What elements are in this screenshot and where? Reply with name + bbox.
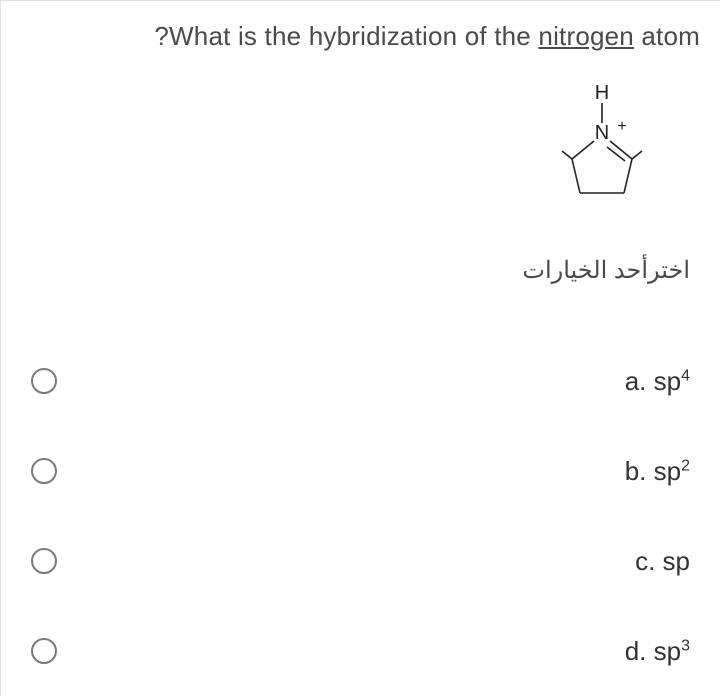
ring-l1	[572, 159, 580, 193]
chemical-svg: H N +	[540, 81, 660, 221]
option-a-prefix: a. sp	[625, 366, 681, 396]
option-b-prefix: b. sp	[625, 456, 681, 486]
option-d-prefix: d. sp	[625, 636, 681, 666]
question-text-container: ?What is the hybridization of the nitrog…	[91, 21, 700, 52]
option-c-label: c. sp	[635, 546, 690, 577]
option-c-row: c. sp	[1, 516, 720, 606]
chemical-structure-diagram: H N +	[540, 81, 660, 221]
option-c-radio[interactable]	[31, 548, 57, 574]
instruction-text: اخترأحد الخيارات	[522, 256, 690, 285]
bond-n-left	[572, 141, 594, 159]
question-text: ?What is the hybridization of the nitrog…	[154, 21, 700, 51]
label-plus: +	[617, 118, 626, 135]
option-a-sup: 4	[681, 367, 690, 384]
question-prefix: ?What is the hybridization of the	[154, 21, 538, 51]
option-b-radio[interactable]	[31, 458, 57, 484]
option-d-radio[interactable]	[31, 638, 57, 664]
option-d-label: d. sp3	[625, 636, 690, 667]
bond-tick-left	[562, 151, 572, 159]
label-N: N	[595, 122, 609, 144]
option-a-row: a. sp4	[1, 336, 720, 426]
question-suffix: atom	[634, 21, 700, 51]
bond-n-right-1	[610, 141, 632, 159]
label-H: H	[595, 82, 609, 104]
options-list: a. sp4 b. sp2 c. sp d. sp3	[1, 336, 720, 696]
option-b-label: b. sp2	[625, 456, 690, 487]
bond-tick-right	[632, 151, 642, 159]
option-a-label: a. sp4	[625, 366, 690, 397]
option-c-prefix: c. sp	[635, 546, 690, 576]
option-d-sup: 3	[681, 637, 690, 654]
ring-r1	[624, 159, 632, 193]
option-b-sup: 2	[681, 457, 690, 474]
bond-n-right-2	[607, 147, 625, 161]
question-underlined: nitrogen	[538, 21, 634, 51]
option-a-radio[interactable]	[31, 368, 57, 394]
option-b-row: b. sp2	[1, 426, 720, 516]
option-d-row: d. sp3	[1, 606, 720, 696]
